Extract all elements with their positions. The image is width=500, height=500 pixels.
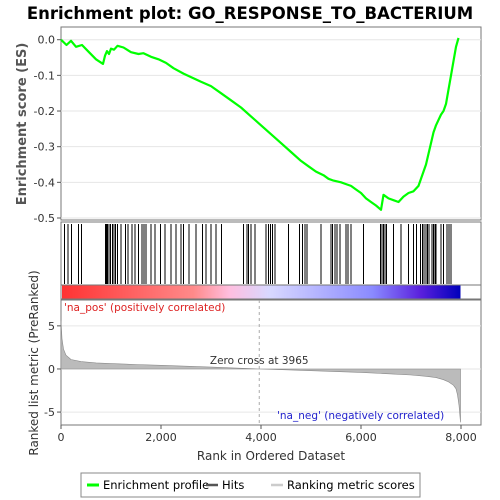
- rank-gradient-frame: [60, 284, 482, 300]
- x-axis: 0 2,000 4,000 6,000 8,000 Rank in Ordered Da…: [58, 425, 477, 463]
- rank-gradient-bar: [62, 285, 461, 299]
- ranked-metric-panel: 50-5 Zero cross at 3965 'na_pos' (positi…: [27, 270, 482, 456]
- es-y-axis-label: Enrichment score (ES): [15, 43, 30, 206]
- legend-enrichment-label: Enrichment profile: [103, 478, 209, 492]
- es-y-tick-label: -0.5: [34, 212, 55, 225]
- chart-title: Enrichment plot: GO_RESPONSE_TO_BACTERIU…: [27, 4, 473, 23]
- enrichment-score-panel: 0.0 -0.1 -0.2 -0.3 -0.4 -0.5 Enrichment score…: [15, 26, 482, 225]
- hits-panel: [60, 221, 482, 286]
- es-y-tick-label: -0.3: [34, 141, 55, 154]
- legend-hits-label: Hits: [222, 478, 244, 492]
- es-y-tick-labels: 0.0 -0.1 -0.2 -0.3 -0.4 -0.5: [34, 34, 61, 225]
- legend-box: [80, 472, 421, 498]
- ranking-metric-area: [60, 320, 461, 423]
- metric-y-axis-label: Ranked list metric (PreRanked): [27, 270, 41, 455]
- es-y-tick-label: -0.4: [34, 176, 55, 189]
- es-plot-frame: [60, 26, 482, 221]
- x-tick-label: 0: [58, 431, 65, 444]
- es-y-tick-label: -0.2: [34, 105, 55, 118]
- legend: Enrichment profile Hits Ranking metric s…: [80, 472, 421, 498]
- rank-color-bar: [60, 284, 482, 300]
- negative-correlation-label: 'na_neg' (negatively correlated): [277, 410, 444, 422]
- es-y-tick-label: 0.0: [38, 34, 56, 47]
- metric-plot-frame: [60, 299, 482, 426]
- x-tick-labels: 0 2,000 4,000 6,000 8,000: [58, 425, 477, 444]
- es-gridlines: [61, 39, 481, 219]
- x-tick-label: 2,000: [145, 431, 177, 444]
- x-axis-label: Rank in Ordered Dataset: [197, 449, 345, 463]
- positive-correlation-label: 'na_pos' (positively correlated): [64, 302, 225, 314]
- metric-y-tick-label: 0: [48, 363, 55, 376]
- x-tick-label: 4,000: [245, 431, 277, 444]
- x-tick-label: 6,000: [345, 431, 377, 444]
- legend-metric-label: Ranking metric scores: [287, 478, 415, 492]
- enrichment-profile-line: [60, 37, 460, 211]
- es-y-tick-label: -0.1: [34, 69, 55, 82]
- metric-y-tick-label: -5: [44, 406, 55, 419]
- x-tick-label: 8,000: [445, 431, 477, 444]
- metric-y-tick-labels: 5 0 -5: [44, 320, 61, 419]
- hit-marks: [64, 224, 452, 284]
- zero-cross-label: Zero cross at 3965: [210, 355, 309, 367]
- metric-y-tick-label: 5: [48, 320, 55, 333]
